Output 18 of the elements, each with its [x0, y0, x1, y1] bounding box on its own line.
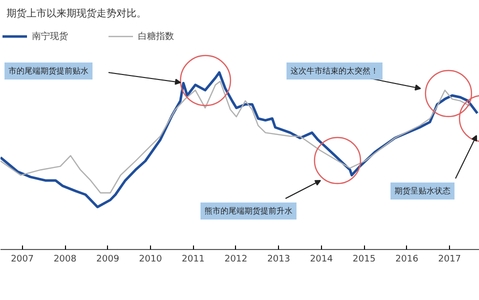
chart-title: 期货上市以来期现货走势对比。 — [6, 8, 146, 20]
legend-label: 南宁现货 — [32, 30, 68, 42]
x-tick-label: 2008 — [54, 254, 77, 264]
annotation: 市的尾端期货提前贴水 — [8, 66, 88, 76]
annotation: 熊市的尾端期货提前升水 — [204, 206, 292, 216]
x-tick-label: 2007 — [10, 254, 34, 264]
x-tick-label: 2015 — [352, 254, 376, 264]
x-tick-label: 2010 — [139, 254, 162, 264]
x-tick-label: 2011 — [182, 254, 205, 264]
x-tick-label: 2014 — [310, 254, 334, 264]
x-tick-label: 2012 — [224, 254, 248, 264]
x-tick-label: 2013 — [267, 254, 290, 264]
annotation: 这次牛市结束的太突然！ — [290, 66, 378, 76]
legend-label: 白糖指数 — [138, 30, 174, 42]
x-tick-label: 2009 — [96, 254, 120, 264]
x-tick-label: 2017 — [438, 254, 462, 264]
x-tick-label: 2016 — [395, 254, 419, 264]
annotation: 期货呈贴水状态 — [394, 186, 450, 196]
